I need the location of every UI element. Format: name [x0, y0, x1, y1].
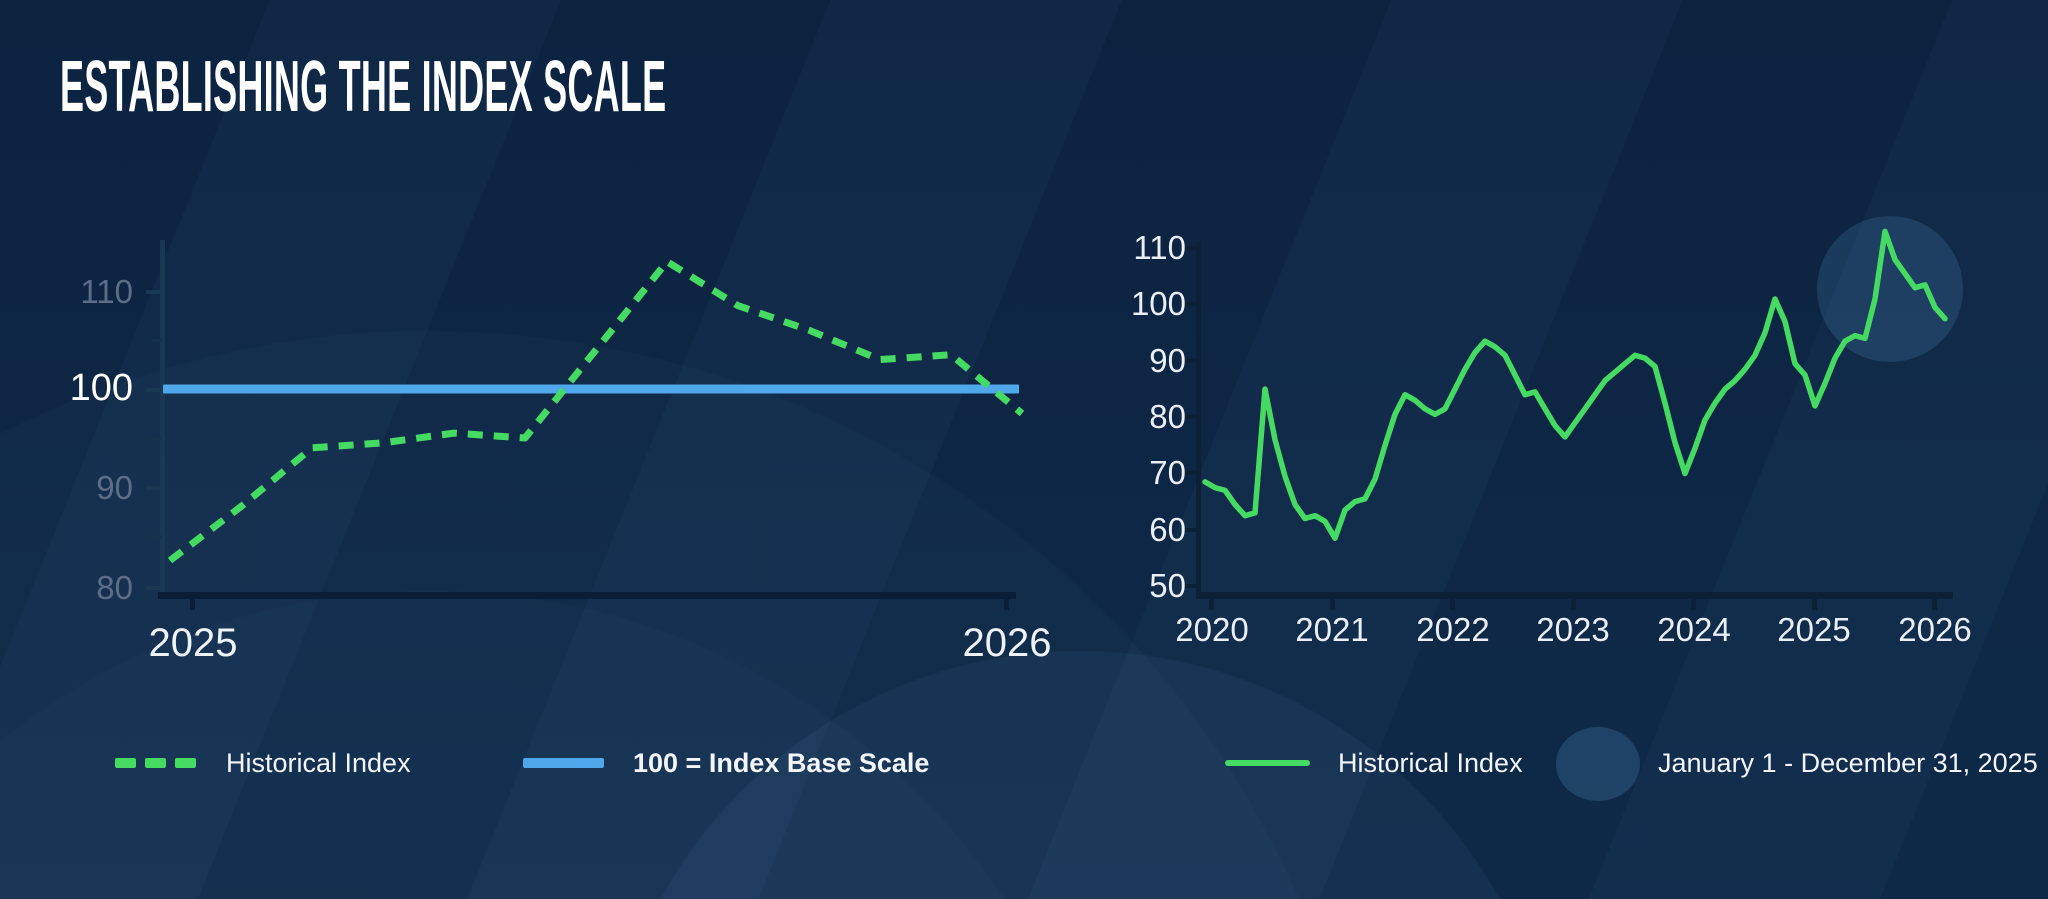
right-x-label-2024: 2024: [1657, 611, 1731, 648]
right-y-label-110: 110: [1133, 229, 1186, 266]
highlight-circle-swatch-icon: [1556, 727, 1640, 801]
left-y-axis: [160, 240, 165, 598]
page-title: ESTABLISHING THE INDEX SCALE: [60, 47, 667, 127]
right-x-label-2025: 2025: [1777, 611, 1851, 648]
left-y-minortick: [152, 339, 162, 342]
left-y-minortick: [152, 437, 162, 440]
index-base-scale-line: [163, 384, 1019, 394]
solid-line-swatch-icon: [1225, 760, 1310, 766]
right-x-tick-2023: [1571, 597, 1576, 610]
dashed-line-swatch-icon: [115, 758, 196, 768]
right-x-tick-2025: [1812, 597, 1817, 610]
historical-index-dashed-line: [167, 258, 1025, 564]
left-y-tick-80: [146, 586, 162, 590]
left-y-label-110: 110: [80, 273, 133, 310]
left-x-tick-2025: [190, 597, 195, 610]
left-y-label-90: 90: [96, 469, 133, 506]
right-x-label-2020: 2020: [1175, 611, 1249, 648]
left-chart-axes: [146, 240, 1016, 610]
highlight-circle-2025: [1817, 216, 1963, 362]
legend-item-historical-index-right: Historical Index: [1225, 748, 1523, 778]
right-x-label-2021: 2021: [1295, 611, 1369, 648]
legend-label: Historical Index: [226, 748, 411, 778]
left-y-tick-100: [146, 388, 162, 392]
right-chart-axes: [1182, 242, 1953, 610]
right-y-label-100: 100: [1130, 285, 1186, 322]
right-y-label-80: 80: [1149, 398, 1186, 435]
legend-item-historical-index-left: Historical Index: [115, 748, 411, 778]
solid-bar-swatch-icon: [523, 758, 604, 768]
left-x-label-2026: 2026: [962, 621, 1052, 665]
right-x-tick-2026: [1932, 597, 1937, 610]
left-x-label-2025: 2025: [148, 621, 238, 665]
right-y-label-60: 60: [1149, 511, 1186, 548]
legend-label: 100 = Index Base Scale: [633, 748, 930, 778]
right-x-tick-2024: [1691, 597, 1696, 610]
historical-index-solid-line: [1202, 228, 1948, 541]
left-x-axis: [158, 592, 1016, 599]
left-y-label-100: 100: [69, 367, 133, 409]
left-y-minortick: [152, 535, 162, 538]
left-x-tick-2026: [1004, 597, 1009, 610]
right-y-label-70: 70: [1149, 454, 1186, 491]
left-y-label-80: 80: [96, 569, 133, 606]
right-x-tick-2020: [1209, 597, 1214, 610]
right-x-tick-2021: [1330, 597, 1335, 610]
legend-label: Historical Index: [1338, 748, 1523, 778]
right-y-label-50: 50: [1149, 567, 1186, 604]
right-x-axis: [1196, 592, 1953, 599]
left-y-tick-90: [146, 486, 162, 490]
right-x-label-2022: 2022: [1416, 611, 1490, 648]
right-y-label-90: 90: [1149, 342, 1186, 379]
right-x-label-2023: 2023: [1536, 611, 1610, 648]
right-y-axis: [1196, 242, 1201, 598]
right-x-tick-2022: [1450, 597, 1455, 610]
legend-item-index-base-scale: 100 = Index Base Scale: [523, 748, 929, 778]
legend-label-period: January 1 - December 31, 2025: [1658, 748, 2038, 778]
right-x-label-2026: 2026: [1898, 611, 1972, 648]
left-y-tick-110: [146, 290, 162, 294]
